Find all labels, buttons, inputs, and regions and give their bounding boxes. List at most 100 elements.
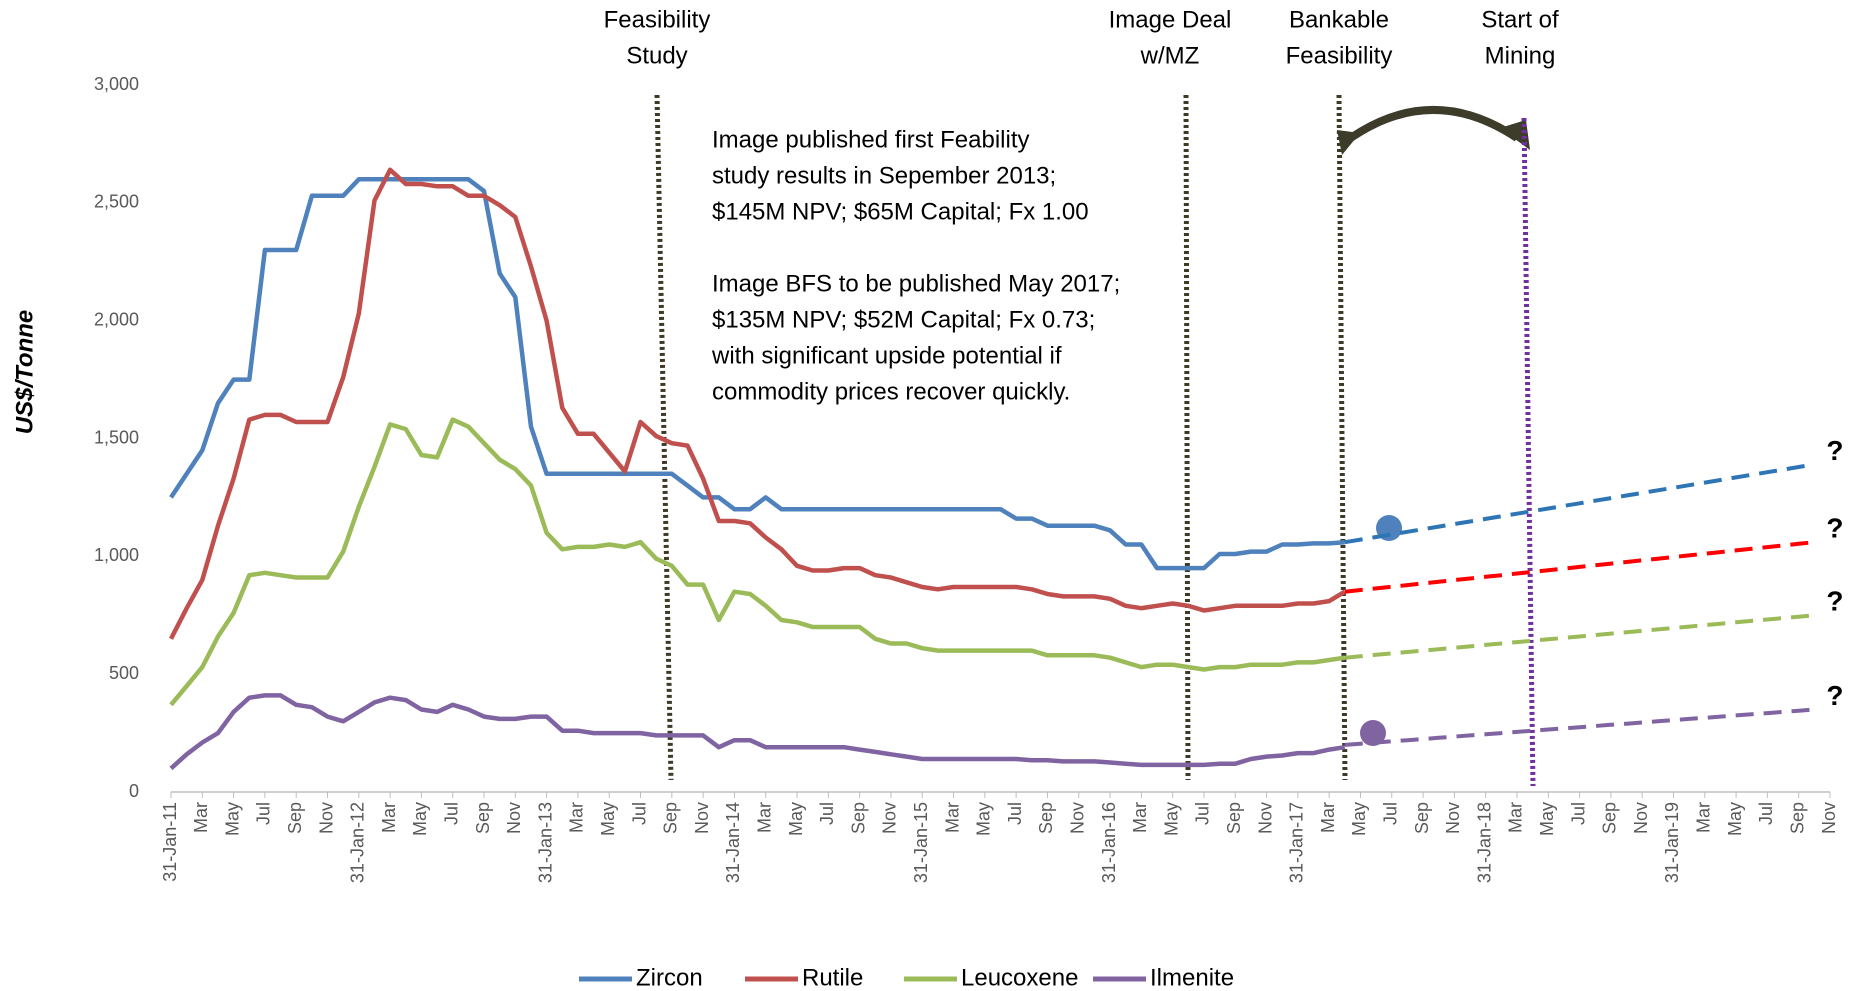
series-line <box>168 167 1346 640</box>
annotation: Image BFS to be published May 2017; <box>712 270 1120 297</box>
y-tick-label: 2,500 <box>94 192 139 212</box>
x-tick-label: 31-Jan-13 <box>535 802 555 883</box>
x-tick-label: Nov <box>1068 802 1088 834</box>
legend-label: Ilmenite <box>1150 964 1234 991</box>
event-line <box>1336 94 1348 781</box>
event-line <box>1521 117 1536 787</box>
forecast-line <box>1344 613 1815 660</box>
x-tick-label: Mar <box>1130 802 1150 833</box>
x-tick-label: Nov <box>1443 802 1463 834</box>
x-tick-label: Jul <box>441 802 461 825</box>
x-tick-label: May <box>410 802 430 836</box>
x-tick-label: Jul <box>1005 802 1025 825</box>
x-tick-label: Mar <box>1694 802 1714 833</box>
x-tick-label: Jul <box>629 802 649 825</box>
annotation: $135M NPV; $52M Capital; Fx 0.73; <box>712 306 1095 333</box>
x-tick-label: 31-Jan-12 <box>348 802 368 883</box>
x-tick-label: Jul <box>1381 802 1401 825</box>
x-tick-label: Nov <box>504 802 524 834</box>
y-tick-label: 1,500 <box>94 427 139 447</box>
legend-label: Leucoxene <box>961 964 1078 991</box>
forecast-line <box>1344 540 1815 594</box>
end-label: ? <box>1826 680 1843 711</box>
x-tick-label: Sep <box>661 802 681 834</box>
legend-label: Zircon <box>636 964 703 991</box>
event-line <box>1183 94 1191 781</box>
x-tick-label: May <box>222 802 242 836</box>
event-label: Image Deal <box>1109 6 1232 33</box>
x-tick-label: Sep <box>285 802 305 834</box>
forecast-line <box>1344 462 1815 545</box>
x-tick-label: 31-Jan-16 <box>1099 802 1119 883</box>
y-tick-label: 3,000 <box>94 74 139 94</box>
x-tick-label: Mar <box>754 802 774 833</box>
event-label: Feasibility <box>1286 42 1393 69</box>
x-tick-label: Nov <box>692 802 712 834</box>
event-label: Feasibility <box>604 6 711 33</box>
x-tick-label: Mar <box>1506 802 1526 833</box>
x-tick-label: Sep <box>473 802 493 834</box>
end-label: ? <box>1826 513 1843 544</box>
event-label: Bankable <box>1289 6 1389 33</box>
forecast-line <box>1344 707 1815 747</box>
event-label: Start of <box>1481 6 1559 33</box>
y-axis-title: US$/Tonne <box>11 310 38 434</box>
annotation: $145M NPV; $65M Capital; Fx 1.00 <box>712 198 1089 225</box>
y-tick-label: 0 <box>129 781 139 801</box>
x-tick-label: May <box>1725 802 1745 836</box>
y-tick-label: 1,000 <box>94 545 139 565</box>
x-tick-label: Nov <box>316 802 336 834</box>
x-tick-label: Nov <box>1631 802 1651 834</box>
event-label: Study <box>626 42 687 69</box>
y-tick-label: 2,000 <box>94 309 139 329</box>
series-line <box>169 417 1346 707</box>
legend-label: Rutile <box>802 964 863 991</box>
x-tick-label: Sep <box>848 802 868 834</box>
x-tick-label: Sep <box>1036 802 1056 834</box>
x-tick-label: Mar <box>1318 802 1338 833</box>
y-tick-label: 500 <box>109 663 139 683</box>
x-tick-label: Jul <box>1756 802 1776 825</box>
series-line <box>169 693 1346 771</box>
annotation: study results in Sepember 2013; <box>712 162 1056 189</box>
x-tick-label: May <box>974 802 994 836</box>
x-tick-label: May <box>1349 802 1369 836</box>
x-tick-label: Jul <box>817 802 837 825</box>
x-tick-label: 31-Jan-14 <box>723 802 743 883</box>
end-label: ? <box>1826 586 1843 617</box>
x-tick-label: Jul <box>1568 802 1588 825</box>
x-tick-label: 31-Jan-15 <box>911 802 931 883</box>
x-tick-label: Jul <box>1193 802 1213 825</box>
x-tick-label: Mar <box>191 802 211 833</box>
x-tick-label: May <box>598 802 618 836</box>
x-tick-label: Mar <box>379 802 399 833</box>
x-tick-label: Sep <box>1600 802 1620 834</box>
x-tick-label: Mar <box>567 802 587 833</box>
x-tick-label: May <box>1537 802 1557 836</box>
x-tick-label: 31-Jan-19 <box>1662 802 1682 883</box>
x-tick-label: Nov <box>1819 802 1839 834</box>
annotation: commodity prices recover quickly. <box>712 378 1070 405</box>
event-label: w/MZ <box>1140 42 1200 69</box>
x-tick-label: 31-Jan-18 <box>1474 802 1494 883</box>
event-label: Mining <box>1485 42 1556 69</box>
x-tick-label: Sep <box>1787 802 1807 834</box>
x-tick-label: Nov <box>1255 802 1275 834</box>
transition-arrow <box>1342 106 1520 146</box>
end-label: ? <box>1826 435 1843 466</box>
x-tick-label: Nov <box>880 802 900 834</box>
arrow-tail <box>1337 130 1360 155</box>
x-tick-label: Jul <box>254 802 274 825</box>
x-tick-label: May <box>786 802 806 836</box>
x-tick-label: Mar <box>942 802 962 833</box>
x-tick-label: May <box>1161 802 1181 836</box>
series-line <box>169 177 1345 571</box>
x-tick-label: 31-Jan-11 <box>160 802 180 882</box>
x-tick-label: Sep <box>1412 802 1432 834</box>
x-tick-label: Sep <box>1224 802 1244 834</box>
marker-dot <box>1360 720 1386 746</box>
annotation: Image published first Feability <box>712 126 1029 153</box>
x-tick-label: 31-Jan-17 <box>1287 802 1307 883</box>
annotation: with significant upside potential if <box>711 342 1062 369</box>
